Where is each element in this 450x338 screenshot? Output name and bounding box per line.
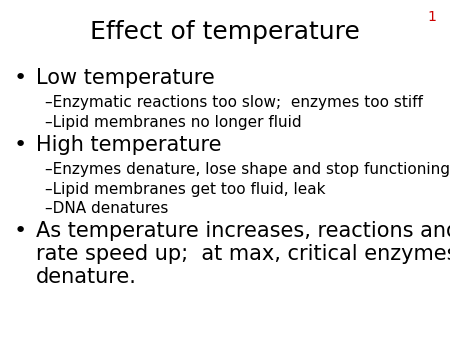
Text: •: • xyxy=(14,135,27,154)
Text: –Lipid membranes get too fluid, leak: –Lipid membranes get too fluid, leak xyxy=(45,182,325,197)
Text: –Lipid membranes no longer fluid: –Lipid membranes no longer fluid xyxy=(45,115,302,130)
Text: As temperature increases, reactions and growth
rate speed up;  at max, critical : As temperature increases, reactions and … xyxy=(36,221,450,287)
Text: Low temperature: Low temperature xyxy=(36,68,215,88)
Text: –DNA denatures: –DNA denatures xyxy=(45,201,168,216)
Text: Effect of temperature: Effect of temperature xyxy=(90,20,360,44)
Text: –Enzymatic reactions too slow;  enzymes too stiff: –Enzymatic reactions too slow; enzymes t… xyxy=(45,95,423,110)
Text: •: • xyxy=(14,221,27,241)
Text: 1: 1 xyxy=(428,10,436,24)
Text: –Enzymes denature, lose shape and stop functioning: –Enzymes denature, lose shape and stop f… xyxy=(45,162,450,177)
Text: High temperature: High temperature xyxy=(36,135,221,154)
Text: •: • xyxy=(14,68,27,88)
